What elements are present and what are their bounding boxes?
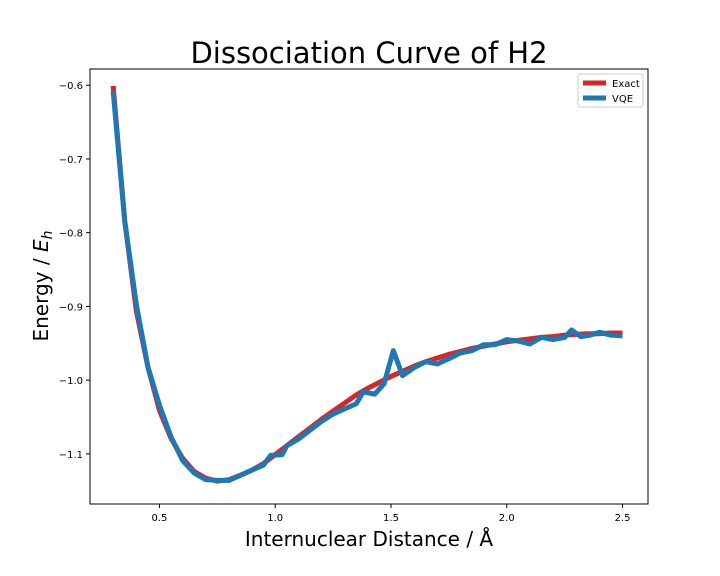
plot-frame: [89, 68, 649, 505]
series-line-vqe: [110, 90, 623, 483]
y-tick-label: −1.1: [59, 450, 83, 461]
x-axis: 0.5 1.0 1.5 2.0 2.5: [152, 504, 631, 524]
x-tick-label: 2.0: [499, 513, 515, 524]
y-axis: −0.6 −0.7 −0.8 −0.9 −1.0 −1.1: [59, 81, 90, 461]
legend: Exact VQE: [577, 73, 644, 108]
y-tick-label: −0.9: [59, 302, 83, 313]
y-tick-label: −0.7: [59, 155, 83, 166]
x-tick-label: 1.0: [267, 513, 283, 524]
y-axis-label: Energy / Eh: [29, 231, 56, 342]
plot-lines: [110, 85, 623, 484]
x-tick-label: 1.5: [383, 513, 399, 524]
legend-label-vqe: VQE: [612, 94, 633, 105]
x-tick-label: 2.5: [615, 513, 631, 524]
chart-title: Dissociation Curve of H2: [190, 36, 547, 70]
x-axis-label: Internuclear Distance / Å: [245, 527, 494, 551]
y-tick-label: −0.8: [59, 229, 83, 240]
legend-label-exact: Exact: [612, 79, 640, 90]
y-tick-label: −0.6: [59, 81, 83, 92]
series-line-exact: [110, 85, 623, 484]
y-tick-label: −1.0: [59, 376, 83, 387]
x-tick-label: 0.5: [152, 513, 168, 524]
